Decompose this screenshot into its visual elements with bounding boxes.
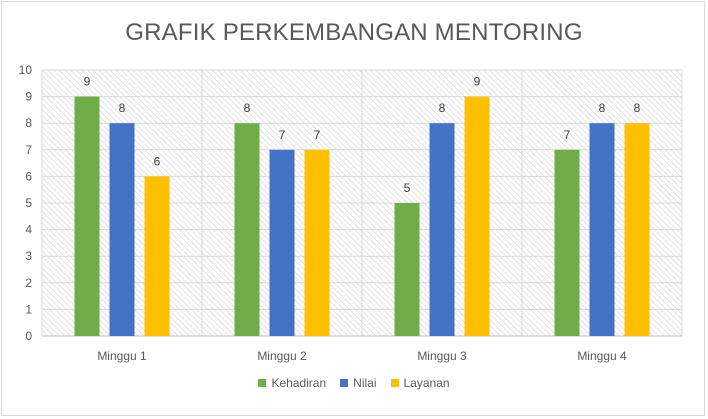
- data-label: 8: [634, 101, 641, 115]
- y-tick-label: 0: [25, 329, 32, 343]
- x-tick-label: Minggu 2: [257, 349, 307, 363]
- y-tick-label: 9: [25, 90, 32, 104]
- data-label: 9: [474, 75, 481, 89]
- bar: [589, 123, 615, 336]
- bar: [109, 123, 135, 336]
- x-tick-label: Minggu 4: [577, 349, 627, 363]
- legend-swatch: [340, 379, 349, 387]
- y-tick-label: 7: [25, 143, 32, 157]
- data-label: 8: [119, 101, 126, 115]
- y-tick-label: 4: [25, 223, 32, 237]
- data-label: 6: [154, 154, 161, 168]
- legend-swatch: [390, 379, 399, 387]
- bar: [394, 203, 420, 336]
- bar: [304, 149, 330, 336]
- y-tick-label: 1: [25, 302, 32, 316]
- y-tick-label: 10: [19, 63, 33, 77]
- bar: [234, 123, 260, 336]
- y-tick-label: 8: [25, 116, 32, 130]
- legend-label: Kehadiran: [271, 376, 327, 390]
- data-label: 9: [84, 75, 91, 89]
- bar: [74, 96, 100, 336]
- bar: [429, 123, 455, 336]
- data-label: 8: [599, 101, 606, 115]
- y-tick-label: 5: [25, 196, 32, 210]
- data-label: 7: [564, 128, 571, 142]
- legend-item: Kehadiran: [258, 376, 326, 390]
- legend-item: Layanan: [390, 376, 450, 390]
- bar: [269, 149, 295, 336]
- x-tick-label: Minggu 1: [97, 349, 147, 363]
- data-label: 5: [404, 181, 411, 195]
- y-tick-label: 6: [25, 169, 32, 183]
- chart-title: GRAFIK PERKEMBANGAN MENTORING: [125, 19, 583, 46]
- y-tick-label: 3: [25, 249, 32, 263]
- bar: [554, 149, 580, 336]
- bar: [624, 123, 650, 336]
- legend-label: Nilai: [353, 376, 377, 390]
- legend-label: Layanan: [403, 376, 450, 390]
- legend: Kehadiran Nilai Layanan: [0, 376, 708, 390]
- data-label: 7: [279, 128, 286, 142]
- data-label: 7: [314, 128, 321, 142]
- legend-item: Nilai: [340, 376, 377, 390]
- y-tick-label: 2: [25, 276, 32, 290]
- bar: [144, 176, 170, 336]
- x-tick-label: Minggu 3: [417, 349, 467, 363]
- bar: [464, 96, 490, 336]
- data-label: 8: [439, 101, 446, 115]
- legend-swatch: [258, 379, 267, 387]
- data-label: 8: [244, 101, 251, 115]
